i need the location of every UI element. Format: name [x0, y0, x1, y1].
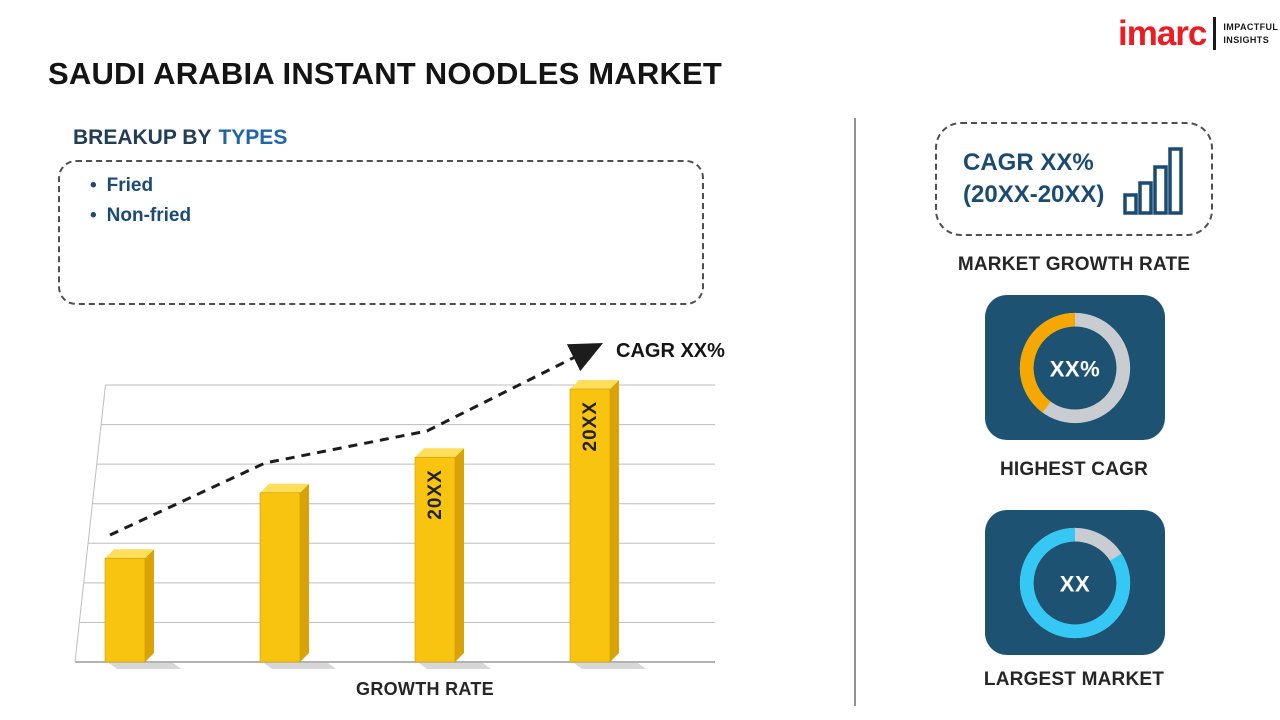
imarc-logo: imarc IMPACTFUL INSIGHTS [1118, 16, 1278, 51]
highest-cagr-value: XX% [1050, 356, 1101, 381]
bar-side-face [300, 483, 309, 662]
bar-shadow [264, 663, 336, 669]
vertical-divider [854, 118, 856, 706]
list-item-label: Fried [106, 175, 154, 196]
bar-shadow [109, 663, 181, 669]
growth-card-line1: CAGR XX% [963, 148, 1094, 176]
cagr-trend-arrow [109, 342, 604, 537]
highest-cagr-card: XX% [985, 295, 1165, 440]
largest-market-caption: LARGEST MARKET [983, 669, 1165, 690]
bar [259, 492, 301, 663]
bar-top-face [570, 380, 619, 389]
largest-market-donut-chart: XX [1019, 527, 1131, 638]
breakup-types-box: • Fried • Non-fried [58, 160, 704, 305]
breakup-heading-prefix: BREAKUP BY [73, 126, 212, 149]
bar-chart-icon [1123, 147, 1183, 215]
bullet-icon: • [90, 205, 97, 226]
list-item: • Fried [90, 175, 702, 197]
list-item: • Non-fried [90, 205, 702, 227]
logo-tagline-line1: IMPACTFUL [1223, 21, 1279, 32]
highest-cagr-donut-chart: XX% [1019, 312, 1131, 423]
bar-shadow [419, 663, 491, 669]
market-growth-rate-card: CAGR XX% (20XX-20XX) [935, 122, 1213, 236]
bar-top-face [260, 483, 309, 493]
bar-label: 20XX [580, 401, 601, 451]
page-title: SAUDI ARABIA INSTANT NOODLES MARKET [48, 56, 723, 91]
bar-shadow [574, 663, 646, 669]
bar-side-face [610, 380, 619, 662]
bar-label: 20XX [425, 469, 446, 519]
bar [414, 456, 456, 663]
logo-brand-text: imarc [1118, 14, 1207, 53]
logo-tagline-line2: INSIGHTS [1223, 34, 1270, 45]
breakup-heading: BREAKUP BY TYPES [73, 126, 287, 150]
grid-left-edge [74, 384, 106, 663]
donut-segment [1019, 527, 1131, 638]
donut-segment [1019, 312, 1131, 423]
cagr-trend-label: CAGR XX% [616, 340, 725, 362]
bar-side-face [455, 448, 464, 662]
market-growth-rate-caption: MARKET GROWTH RATE [957, 254, 1191, 275]
largest-market-value: XX [1060, 571, 1090, 596]
growth-card-line2: (20XX-20XX) [963, 181, 1105, 208]
bar-top-face [105, 549, 154, 559]
bar [569, 388, 611, 663]
highest-cagr-caption: HIGHEST CAGR [999, 459, 1149, 480]
logo-tagline: IMPACTFUL INSIGHTS [1223, 21, 1278, 46]
breakup-heading-highlight: TYPES [218, 126, 288, 149]
largest-market-card: XX [985, 510, 1165, 655]
x-axis-label: GROWTH RATE [356, 679, 494, 699]
logo-divider [1213, 17, 1217, 50]
list-item-label: Non-fried [106, 205, 192, 226]
bar [104, 557, 146, 663]
growth-rate-bar-chart: 20XX 20XX [74, 342, 715, 669]
bullet-icon: • [90, 175, 97, 196]
bar-side-face [145, 549, 154, 662]
growth-card-text: CAGR XX% (20XX-20XX) [963, 147, 1104, 212]
bar-top-face [415, 448, 464, 458]
